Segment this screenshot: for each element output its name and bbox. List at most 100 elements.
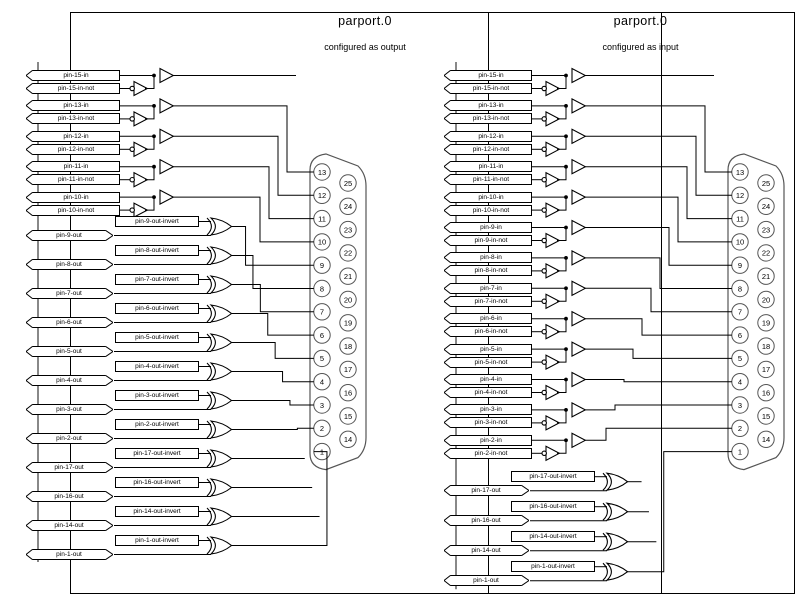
signal-input-pin-12-in-not-label: pin-12-in-not: [450, 143, 532, 155]
signal-input-pin-10-in-label: pin-10-in: [450, 191, 532, 203]
signal-input-pin-5-in-not: pin-5-in-not: [444, 356, 532, 368]
signal-output-pin-13-in-not-label: pin-13-in-not: [32, 113, 120, 125]
signal-output-pin-5-out-label: pin-5-out: [32, 346, 106, 357]
signal-output-pin-17-out-label: pin-17-out: [32, 462, 106, 473]
signal-input-pin-7-in-label: pin-7-in: [450, 282, 532, 294]
signal-input-pin-3-in-not: pin-3-in-not: [444, 417, 532, 429]
signal-input-pin-14-out: pin-14-out: [444, 545, 529, 557]
signal-output-pin-13-in-not: pin-13-in-not: [26, 113, 120, 125]
signal-input-pin-11-in: pin-11-in: [444, 161, 532, 173]
signal-input-pin-6-in-not: pin-6-in-not: [444, 326, 532, 338]
signal-input-pin-16-out-label: pin-16-out: [450, 515, 522, 527]
signal-input-pin-13-in-not-label: pin-13-in-not: [450, 113, 532, 125]
signal-input-pin-7-in-not: pin-7-in-not: [444, 295, 532, 307]
signal-input-pin-15-in-not: pin-15-in-not: [444, 83, 532, 94]
signal-input-pin-14-out-label: pin-14-out: [450, 545, 522, 557]
signal-output-pin-2-out: pin-2-out: [26, 433, 113, 444]
signal-input-pin-9-in-label: pin-9-in: [450, 222, 532, 233]
signal-output-pin-3-out-label: pin-3-out: [32, 404, 106, 415]
panel-output: [70, 12, 662, 594]
signal-output-pin-12-in-not: pin-12-in-not: [26, 143, 120, 155]
signal-output-pin-4-out: pin-4-out: [26, 375, 113, 386]
signal-input-pin-13-in-label: pin-13-in: [450, 100, 532, 112]
signal-input-pin-17-out: pin-17-out: [444, 485, 529, 497]
signal-output-pin-8-out: pin-8-out: [26, 259, 113, 270]
signal-input-pin-6-in: pin-6-in: [444, 313, 532, 325]
panel-title-output: parport.0: [338, 14, 392, 28]
signal-input-pin-13-in-not: pin-13-in-not: [444, 113, 532, 125]
signal-input-pin-12-in: pin-12-in: [444, 130, 532, 142]
signal-output-pin-7-out-label: pin-7-out: [32, 288, 106, 299]
panel-title-input: parport.0: [613, 14, 668, 28]
signal-input-pin-9-in-not-label: pin-9-in-not: [450, 235, 532, 246]
signal-output-pin-10-in-label: pin-10-in: [32, 191, 120, 203]
signal-input-pin-2-in-not-label: pin-2-in-not: [450, 447, 532, 459]
signal-input-pin-10-in-not: pin-10-in-not: [444, 204, 532, 216]
signal-input-pin-3-in-not-label: pin-3-in-not: [450, 417, 532, 429]
signal-output-pin-1-out-label: pin-1-out: [32, 549, 106, 560]
signal-input-pin-17-out-label: pin-17-out: [450, 485, 522, 497]
signal-input-pin-15-in-label: pin-15-in: [450, 70, 532, 81]
signal-output-pin-6-out: pin-6-out: [26, 317, 113, 328]
signal-input-pin-8-in-not-label: pin-8-in-not: [450, 265, 532, 277]
signal-input-pin-4-in-not-label: pin-4-in-not: [450, 387, 532, 398]
signal-input-pin-14-out-invert: pin-14-out-invert: [511, 531, 595, 543]
signal-input-pin-17-out-invert: pin-17-out-invert: [511, 471, 595, 483]
signal-input-pin-9-in: pin-9-in: [444, 222, 532, 233]
signal-output-pin-15-in-not-label: pin-15-in-not: [32, 83, 120, 94]
signal-output-pin-8-out-label: pin-8-out: [32, 259, 106, 270]
signal-input-pin-12-in-not: pin-12-in-not: [444, 143, 532, 155]
signal-output-pin-11-in-not-label: pin-11-in-not: [32, 174, 120, 186]
signal-input-pin-5-in: pin-5-in: [444, 343, 532, 355]
signal-output-pin-17-out-invert: pin-17-out-invert: [115, 448, 199, 459]
signal-output-pin-14-out: pin-14-out: [26, 520, 113, 531]
signal-output-pin-1-out: pin-1-out: [26, 549, 113, 560]
signal-output-pin-16-out-label: pin-16-out: [32, 491, 106, 502]
signal-input-pin-11-in-not-label: pin-11-in-not: [450, 174, 532, 186]
signal-input-pin-2-in-label: pin-2-in: [450, 434, 532, 446]
signal-output-pin-16-out-invert: pin-16-out-invert: [115, 477, 199, 488]
signal-output-pin-2-out-invert: pin-2-out-invert: [115, 419, 199, 430]
signal-output-pin-3-out-invert: pin-3-out-invert: [115, 390, 199, 401]
signal-output-pin-13-in-label: pin-13-in: [32, 100, 120, 112]
signal-output-pin-12-in-not-label: pin-12-in-not: [32, 143, 120, 155]
signal-input-pin-12-in-label: pin-12-in: [450, 130, 532, 142]
signal-input-pin-8-in-label: pin-8-in: [450, 252, 532, 264]
signal-input-pin-7-in: pin-7-in: [444, 282, 532, 294]
signal-output-pin-13-in: pin-13-in: [26, 100, 120, 112]
signal-output-pin-15-in-label: pin-15-in: [32, 70, 120, 81]
signal-output-pin-17-out: pin-17-out: [26, 462, 113, 473]
signal-output-pin-15-in-not: pin-15-in-not: [26, 83, 120, 94]
signal-input-pin-3-in-label: pin-3-in: [450, 404, 532, 416]
signal-input-pin-4-in-not: pin-4-in-not: [444, 387, 532, 398]
signal-output-pin-11-in: pin-11-in: [26, 161, 120, 173]
signal-input-pin-8-in-not: pin-8-in-not: [444, 265, 532, 277]
signal-output-pin-16-out: pin-16-out: [26, 491, 113, 502]
signal-input-pin-15-in: pin-15-in: [444, 70, 532, 81]
signal-output-pin-7-out: pin-7-out: [26, 288, 113, 299]
signal-output-pin-11-in-label: pin-11-in: [32, 161, 120, 173]
signal-output-pin-9-out: pin-9-out: [26, 230, 113, 241]
signal-input-pin-15-in-not-label: pin-15-in-not: [450, 83, 532, 94]
signal-output-pin-5-out: pin-5-out: [26, 346, 113, 357]
signal-output-pin-6-out-invert: pin-6-out-invert: [115, 303, 199, 314]
signal-output-pin-10-in-not: pin-10-in-not: [26, 204, 120, 216]
signal-input-pin-10-in: pin-10-in: [444, 191, 532, 203]
signal-output-pin-9-out-label: pin-9-out: [32, 230, 106, 241]
panel-subtitle-output: configured as output: [324, 42, 406, 52]
signal-output-pin-4-out-invert: pin-4-out-invert: [115, 361, 199, 372]
signal-output-pin-9-out-invert: pin-9-out-invert: [115, 216, 199, 227]
signal-input-pin-16-out: pin-16-out: [444, 515, 529, 527]
signal-output-pin-12-in-label: pin-12-in: [32, 130, 120, 142]
signal-input-pin-10-in-not-label: pin-10-in-not: [450, 204, 532, 216]
signal-output-pin-6-out-label: pin-6-out: [32, 317, 106, 328]
signal-input-pin-9-in-not: pin-9-in-not: [444, 235, 532, 246]
signal-output-pin-7-out-invert: pin-7-out-invert: [115, 274, 199, 285]
signal-input-pin-11-in-not: pin-11-in-not: [444, 174, 532, 186]
signal-input-pin-5-in-label: pin-5-in: [450, 343, 532, 355]
signal-input-pin-5-in-not-label: pin-5-in-not: [450, 356, 532, 368]
signal-input-pin-2-in-not: pin-2-in-not: [444, 447, 532, 459]
signal-output-pin-14-out-invert: pin-14-out-invert: [115, 506, 199, 517]
panel-subtitle-input: configured as input: [602, 42, 679, 52]
signal-output-pin-4-out-label: pin-4-out: [32, 375, 106, 386]
